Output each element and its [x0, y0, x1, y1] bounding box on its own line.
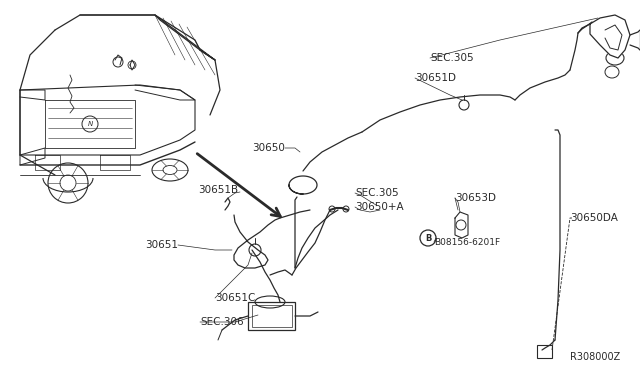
- Text: 30653D: 30653D: [455, 193, 496, 203]
- Text: 30651B: 30651B: [198, 185, 238, 195]
- Text: B: B: [425, 234, 431, 243]
- Text: 30651D: 30651D: [415, 73, 456, 83]
- Text: 30650+A: 30650+A: [355, 202, 404, 212]
- Text: 30651: 30651: [145, 240, 178, 250]
- Text: SEC.305: SEC.305: [430, 53, 474, 63]
- Text: R308000Z: R308000Z: [570, 352, 620, 362]
- Text: SEC.306: SEC.306: [200, 317, 244, 327]
- Text: B08156-6201F: B08156-6201F: [434, 237, 500, 247]
- Text: 30650: 30650: [252, 143, 285, 153]
- Text: SEC.305: SEC.305: [355, 188, 399, 198]
- Text: N: N: [88, 121, 93, 127]
- Text: 30651C: 30651C: [215, 293, 255, 303]
- Polygon shape: [590, 15, 630, 58]
- Text: 30650DA: 30650DA: [570, 213, 618, 223]
